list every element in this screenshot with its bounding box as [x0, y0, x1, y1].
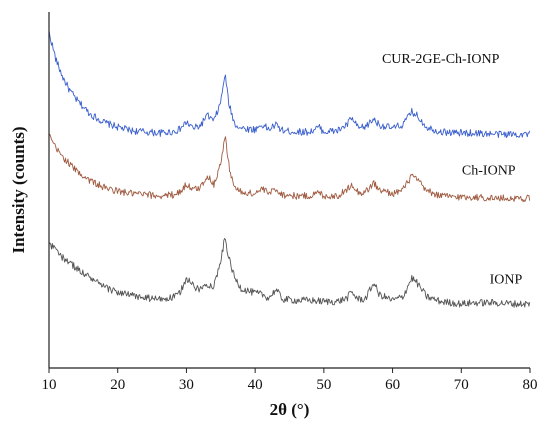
series-label: Ch-IONP	[462, 164, 516, 179]
series-label: CUR-2GE-Ch-IONP	[382, 52, 500, 67]
x-axis-title: 2θ (°)	[270, 400, 310, 419]
x-tick-label: 20	[110, 377, 125, 393]
x-tick-label: 60	[385, 377, 400, 393]
series-labels: CUR-2GE-Ch-IONP Ch-IONP IONP	[382, 52, 523, 288]
series-label: IONP	[490, 273, 523, 288]
x-ticks: 10 20 30 40 50 60 70 80	[42, 368, 538, 393]
x-tick-label: 50	[316, 377, 331, 393]
y-axis-title: Intensity (counts)	[9, 126, 28, 253]
x-tick-label: 40	[248, 377, 263, 393]
x-tick-label: 70	[454, 377, 469, 393]
x-tick-label: 80	[523, 377, 538, 393]
x-tick-label: 10	[42, 377, 57, 393]
series-line	[48, 133, 531, 203]
plot-area	[48, 30, 531, 308]
x-tick-label: 30	[179, 377, 194, 393]
series-line	[48, 238, 531, 308]
series-line	[48, 30, 531, 139]
